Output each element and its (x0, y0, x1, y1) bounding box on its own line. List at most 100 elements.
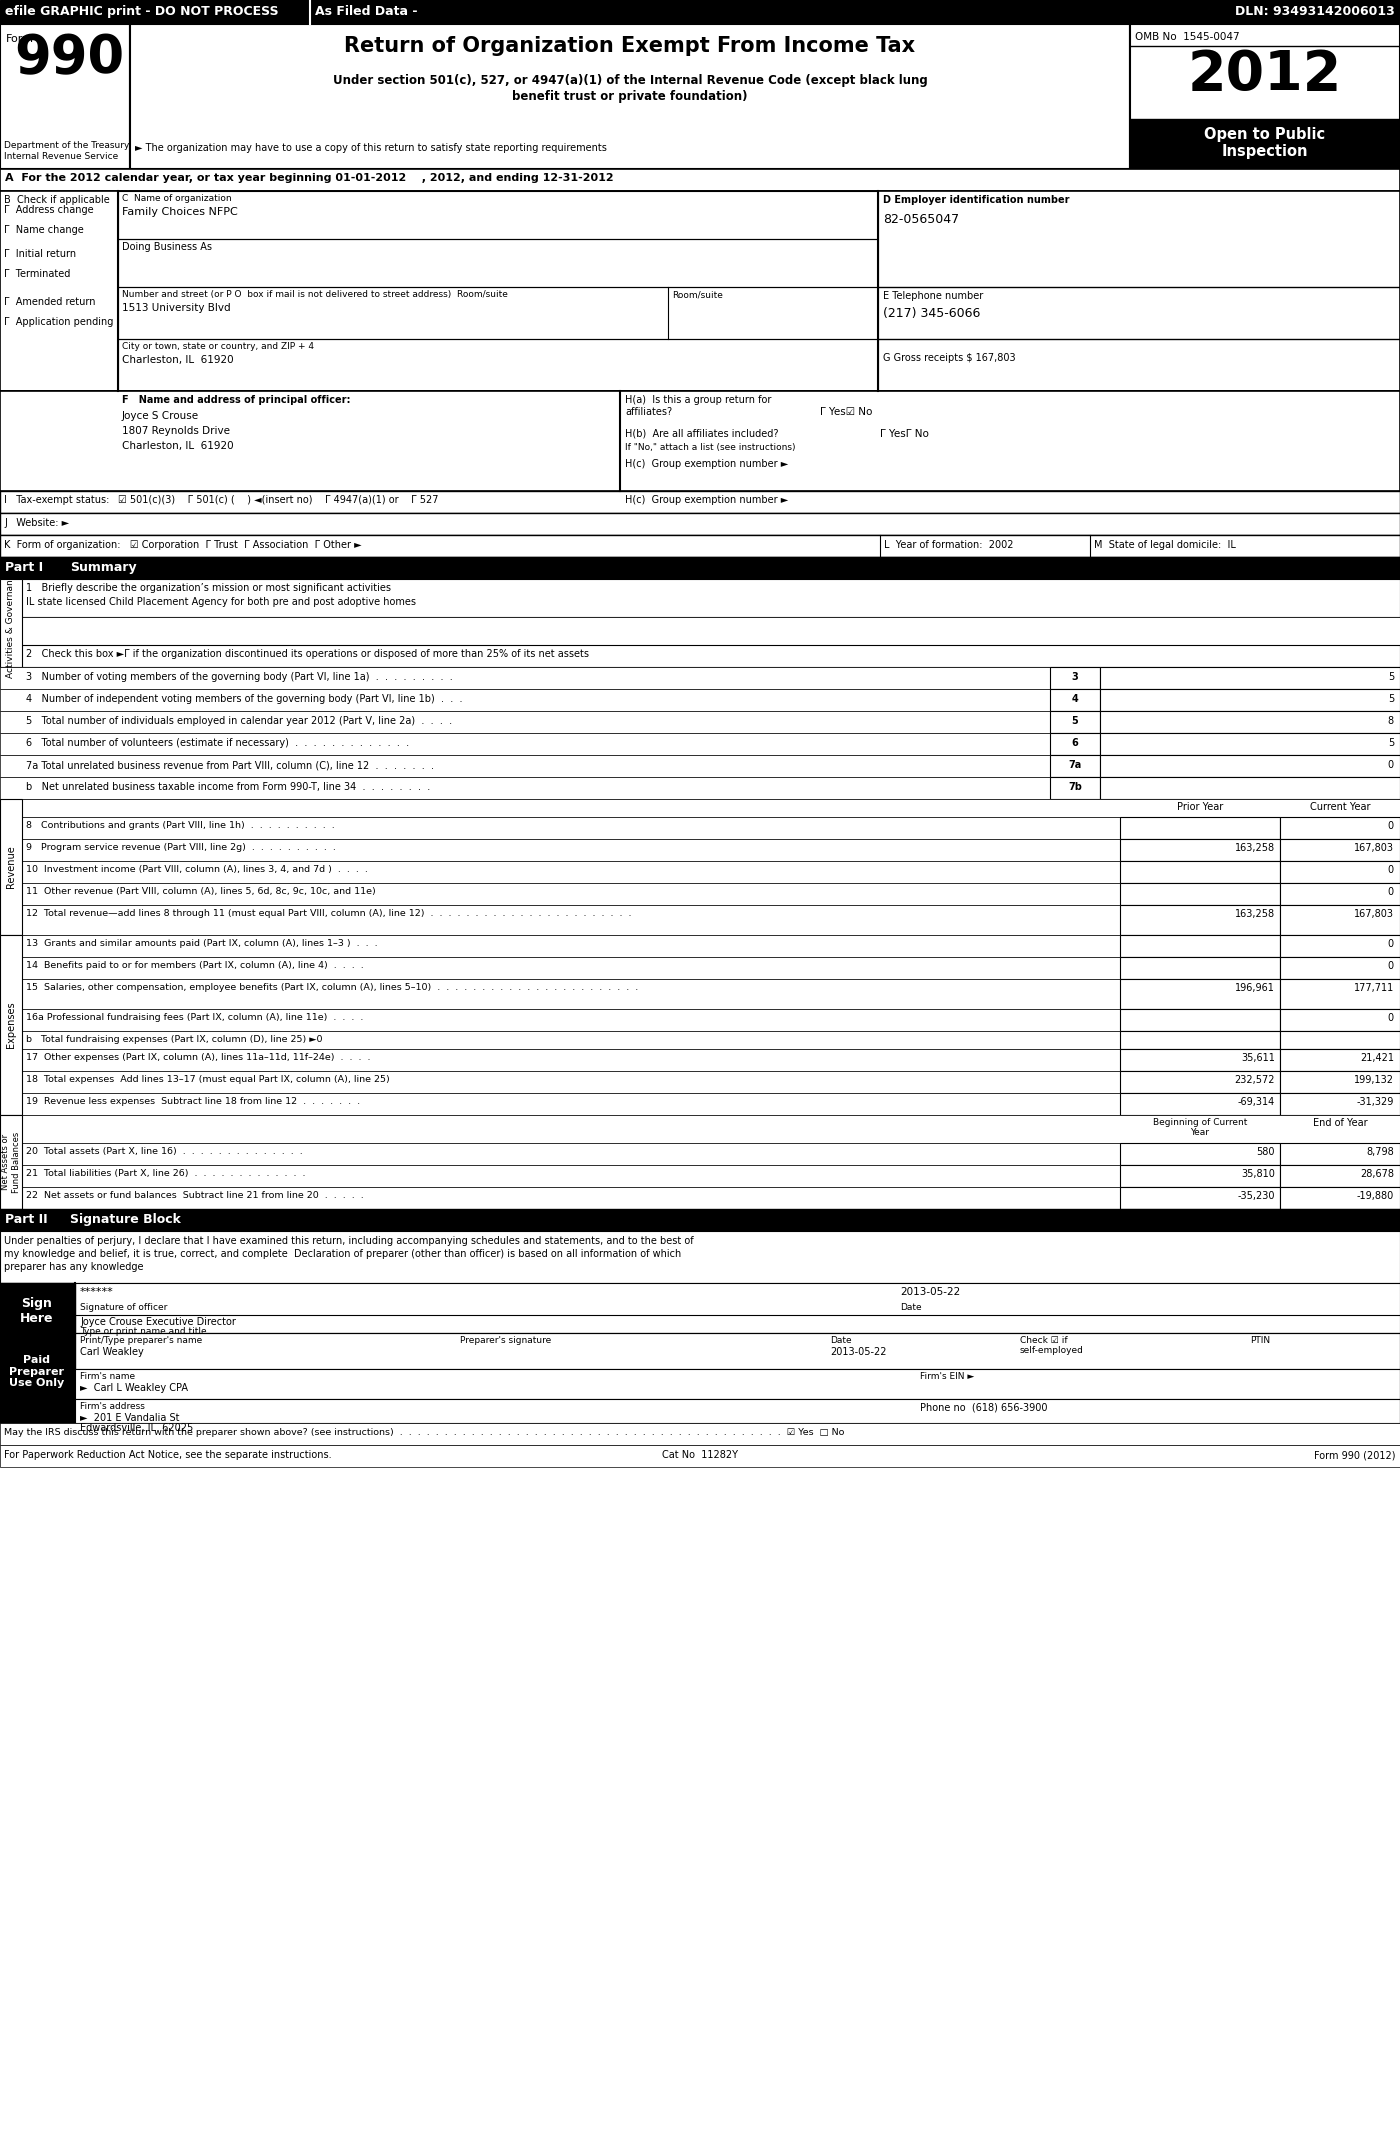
Text: Expenses: Expenses (6, 1001, 15, 1047)
Bar (0, 756, 1400, 777)
Text: H(c)  Group exemption number ►: H(c) Group exemption number ► (624, 460, 788, 468)
Text: 0: 0 (1387, 888, 1394, 896)
Text: B  Check if applicable: B Check if applicable (4, 196, 109, 204)
Text: Check ☑ if: Check ☑ if (1021, 1337, 1068, 1346)
Text: 12  Total revenue—add lines 8 through 11 (must equal Part VIII, column (A), line: 12 Total revenue—add lines 8 through 11 … (27, 909, 631, 918)
Bar (0, 1116, 22, 1209)
Text: G Gross receipts $ 167,803: G Gross receipts $ 167,803 (883, 353, 1015, 364)
Text: 11  Other revenue (Part VIII, column (A), lines 5, 6d, 8c, 9c, 10c, and 11e): 11 Other revenue (Part VIII, column (A),… (27, 888, 375, 896)
Bar (1120, 1188, 1280, 1209)
Bar (0, 192, 1400, 392)
Text: 13  Grants and similar amounts paid (Part IX, column (A), lines 1–3 )  .  .  .: 13 Grants and similar amounts paid (Part… (27, 939, 378, 947)
Bar (1050, 666, 1100, 690)
Bar (1100, 711, 1400, 732)
Bar (1280, 860, 1400, 884)
Text: Preparer's signature: Preparer's signature (461, 1337, 552, 1346)
Text: K  Form of organization:   ☑ Corporation  Γ Trust  Γ Association  Γ Other ►: K Form of organization: ☑ Corporation Γ … (4, 541, 361, 549)
Bar (0, 1333, 1400, 1422)
Bar (1050, 756, 1100, 777)
Bar (0, 711, 1400, 732)
Bar (1280, 884, 1400, 905)
Text: 2013-05-22: 2013-05-22 (900, 1288, 960, 1297)
Bar (1120, 1143, 1280, 1165)
Bar (0, 1143, 1400, 1165)
Bar (0, 1071, 1400, 1092)
Bar (1120, 1009, 1280, 1030)
Text: 10  Investment income (Part VIII, column (A), lines 3, 4, and 7d )  .  .  .  .: 10 Investment income (Part VIII, column … (27, 864, 368, 875)
Text: 163,258: 163,258 (1235, 843, 1275, 854)
Text: 35,611: 35,611 (1242, 1054, 1275, 1062)
Bar (0, 1009, 1400, 1030)
Text: 4: 4 (1071, 694, 1078, 705)
Bar (1120, 884, 1280, 905)
Text: DLN: 93493142006013: DLN: 93493142006013 (1235, 4, 1394, 17)
Text: J   Website: ►: J Website: ► (4, 517, 69, 528)
Bar (0, 579, 22, 666)
Bar (1120, 1165, 1280, 1188)
Text: Family Choices NFPC: Family Choices NFPC (122, 207, 238, 217)
Text: 82-0565047: 82-0565047 (883, 213, 959, 226)
Text: ******: ****** (80, 1288, 113, 1297)
Text: Edwardsville, IL  62025: Edwardsville, IL 62025 (80, 1422, 193, 1433)
Bar (0, 1050, 1400, 1071)
Text: (217) 345-6066: (217) 345-6066 (883, 307, 980, 319)
Text: Form 990 (2012): Form 990 (2012) (1313, 1450, 1394, 1460)
Bar (0, 818, 1400, 839)
Bar (0, 1333, 1400, 1369)
Text: Beginning of Current
Year: Beginning of Current Year (1152, 1118, 1247, 1137)
Bar (0, 935, 1400, 958)
Bar (0, 979, 1400, 1009)
Text: Joyce S Crouse: Joyce S Crouse (122, 411, 199, 422)
Bar (0, 1188, 1400, 1209)
Bar (1130, 23, 1400, 168)
Bar (1280, 979, 1400, 1009)
Text: H(b)  Are all affiliates included?: H(b) Are all affiliates included? (624, 430, 778, 439)
Bar (0, 492, 1400, 513)
Text: 196,961: 196,961 (1235, 984, 1275, 992)
Text: benefit trust or private foundation): benefit trust or private foundation) (512, 89, 748, 102)
Text: Revenue: Revenue (6, 845, 15, 888)
Bar (0, 935, 22, 1116)
Text: preparer has any knowledge: preparer has any knowledge (4, 1262, 143, 1271)
Text: 167,803: 167,803 (1354, 843, 1394, 854)
Text: For Paperwork Reduction Act Notice, see the separate instructions.: For Paperwork Reduction Act Notice, see … (4, 1450, 332, 1460)
Text: 8: 8 (1387, 715, 1394, 726)
Text: 199,132: 199,132 (1354, 1075, 1394, 1086)
Text: Type or print name and title: Type or print name and title (80, 1326, 207, 1337)
Text: 15  Salaries, other compensation, employee benefits (Part IX, column (A), lines : 15 Salaries, other compensation, employe… (27, 984, 638, 992)
Bar (0, 1284, 1400, 1333)
Text: PTIN: PTIN (1250, 1337, 1270, 1346)
Text: -19,880: -19,880 (1357, 1190, 1394, 1201)
Bar (1120, 1092, 1280, 1116)
Text: Signature Block: Signature Block (70, 1214, 181, 1226)
Text: 5: 5 (1387, 673, 1394, 681)
Bar (0, 0, 1400, 23)
Text: Internal Revenue Service: Internal Revenue Service (4, 151, 118, 162)
Text: OMB No  1545-0047: OMB No 1545-0047 (1135, 32, 1239, 43)
Text: -35,230: -35,230 (1238, 1190, 1275, 1201)
Text: self-employed: self-employed (1021, 1346, 1084, 1354)
Text: Part I: Part I (6, 562, 43, 575)
Text: Print/Type preparer's name: Print/Type preparer's name (80, 1337, 202, 1346)
Text: Number and street (or P O  box if mail is not delivered to street address)  Room: Number and street (or P O box if mail is… (122, 290, 508, 298)
Bar (1120, 979, 1280, 1009)
Bar (130, 23, 1130, 168)
Text: ►  201 E Vandalia St: ► 201 E Vandalia St (80, 1414, 179, 1422)
Text: D Employer identification number: D Employer identification number (883, 196, 1070, 204)
Text: Under section 501(c), 527, or 4947(a)(1) of the Internal Revenue Code (except bl: Under section 501(c), 527, or 4947(a)(1)… (333, 75, 927, 87)
Text: Form: Form (6, 34, 34, 45)
Bar (1280, 1092, 1400, 1116)
Text: efile GRAPHIC print - DO NOT PROCESS: efile GRAPHIC print - DO NOT PROCESS (6, 4, 279, 17)
Text: May the IRS discuss this return with the preparer shown above? (see instructions: May the IRS discuss this return with the… (4, 1429, 844, 1437)
Bar (0, 884, 1400, 905)
Text: Firm's address: Firm's address (80, 1403, 144, 1412)
Bar (0, 666, 1400, 690)
Text: 580: 580 (1257, 1148, 1275, 1156)
Text: 7b: 7b (1068, 781, 1082, 792)
Text: 9   Program service revenue (Part VIII, line 2g)  .  .  .  .  .  .  .  .  .  .: 9 Program service revenue (Part VIII, li… (27, 843, 336, 852)
Bar (1280, 905, 1400, 935)
Text: 14  Benefits paid to or for members (Part IX, column (A), line 4)  .  .  .  .: 14 Benefits paid to or for members (Part… (27, 960, 364, 971)
Text: 0: 0 (1387, 939, 1394, 950)
Bar (1280, 818, 1400, 839)
Bar (1280, 1143, 1400, 1165)
